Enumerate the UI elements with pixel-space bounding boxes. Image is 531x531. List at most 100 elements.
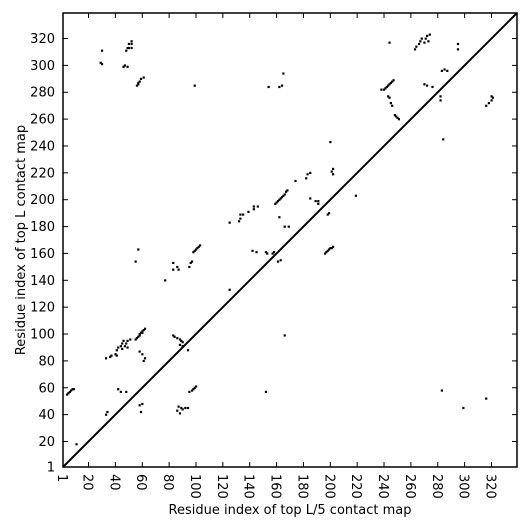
contact-point [75, 443, 78, 446]
contact-point [125, 49, 128, 52]
contact-point [255, 251, 258, 254]
contact-point [283, 193, 286, 196]
y-tick-label: 40 [38, 408, 55, 423]
contact-point [326, 249, 329, 252]
contact-point [274, 202, 277, 205]
y-tick-label: 280 [30, 86, 55, 101]
contact-point [184, 406, 187, 410]
contact-point [126, 339, 129, 342]
contact-point [137, 248, 140, 251]
contact-point [110, 354, 113, 357]
contact-point [239, 217, 242, 220]
contact-point [264, 390, 268, 393]
contact-point [395, 115, 398, 118]
contact-point [194, 385, 198, 388]
contact-point [423, 83, 426, 86]
contact-point [192, 388, 195, 391]
contact-point [276, 200, 280, 203]
contact-point [439, 99, 442, 102]
contact-point [413, 48, 417, 51]
contact-point [66, 393, 69, 396]
contact-point [139, 410, 143, 414]
contact-point [283, 334, 286, 337]
contact-point [188, 390, 191, 393]
contact-point [329, 140, 332, 144]
contact-point [251, 249, 254, 252]
contact-point [283, 225, 286, 228]
contact-point [129, 338, 132, 341]
contact-point [196, 247, 199, 250]
contact-point [428, 33, 431, 36]
contact-point [392, 79, 395, 82]
y-tick-label: 240 [30, 139, 55, 154]
y-tick-label: 20 [38, 435, 55, 450]
contact-points [66, 33, 495, 446]
contact-point [134, 260, 137, 263]
contact-point [490, 95, 493, 98]
contact-point [172, 334, 175, 337]
contact-point [127, 46, 131, 50]
contact-point [135, 337, 139, 340]
y-tick-label: 320 [30, 32, 55, 47]
contact-point [417, 42, 421, 46]
contact-point [68, 390, 71, 393]
x-axis: 1 20 40 60 80 100 120 140 160 180 200 220 240 260 280 3… [54, 13, 497, 499]
contact-point [164, 279, 167, 282]
contact-point [190, 389, 194, 392]
contact-point [256, 205, 259, 208]
contact-point [126, 346, 129, 349]
contact-point [456, 48, 460, 51]
contact-point [126, 46, 129, 50]
contact-point [180, 339, 183, 342]
contact-point [440, 69, 443, 72]
contact-point [387, 84, 390, 87]
contact-point [178, 412, 182, 415]
contact-point [330, 247, 333, 250]
contact-point [138, 80, 141, 83]
contact-point [67, 392, 70, 395]
contact-point [431, 85, 434, 89]
contact-point [420, 37, 423, 40]
contact-point [125, 342, 128, 345]
contact-point [134, 338, 137, 341]
contact-point [104, 413, 108, 416]
contact-point [442, 138, 445, 141]
contact-point [143, 357, 147, 360]
contact-point [137, 81, 140, 85]
contact-point [135, 84, 139, 87]
contact-point [388, 83, 391, 86]
contact-point [119, 390, 122, 393]
contact-point [415, 45, 418, 48]
contact-point [181, 408, 184, 411]
contact-point [387, 95, 390, 98]
contact-point [141, 330, 144, 333]
contact-point [280, 84, 284, 87]
contact-point [317, 200, 320, 203]
contact-point [142, 359, 145, 363]
contact-point [123, 345, 126, 348]
contact-point [327, 248, 331, 251]
contact-point [71, 388, 74, 391]
contact-point [241, 213, 245, 216]
contact-point [323, 252, 327, 255]
contact-point [397, 118, 400, 121]
contact-point [172, 261, 175, 265]
contact-point [130, 42, 133, 46]
contact-point [490, 99, 493, 102]
contact-point [186, 406, 190, 410]
contact-point [440, 389, 443, 392]
contact-point [115, 354, 118, 357]
contact-point [305, 177, 308, 180]
contact-point [424, 37, 427, 40]
contact-point [331, 167, 335, 171]
contact-point [329, 247, 332, 250]
contact-point [228, 288, 231, 291]
contact-point [100, 63, 104, 66]
contact-point [354, 194, 358, 197]
contact-point [282, 194, 285, 197]
y-tick-label: 180 [30, 220, 55, 235]
contact-point [122, 339, 125, 342]
contact-point [122, 65, 125, 68]
x-tick-label: 180 [294, 474, 309, 499]
contact-point [279, 197, 282, 200]
